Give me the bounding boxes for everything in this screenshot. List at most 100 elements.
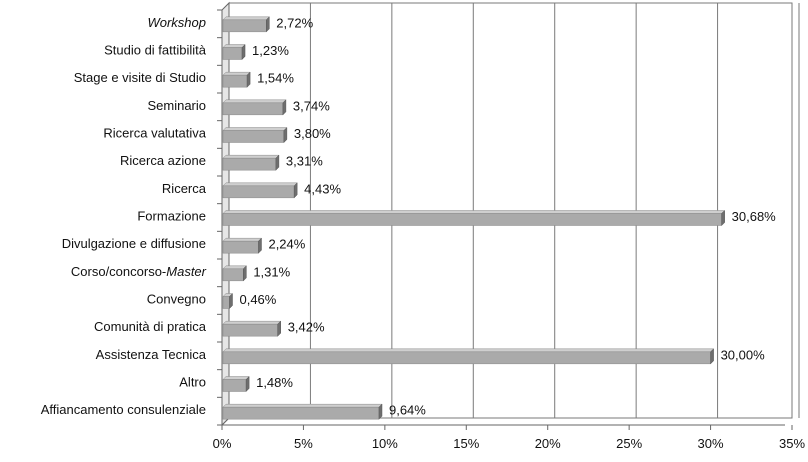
data-label: 30,68% bbox=[732, 209, 777, 224]
category-label: Altro bbox=[179, 375, 206, 390]
category-label: Workshop bbox=[147, 15, 206, 30]
x-tick-label: 5% bbox=[294, 436, 313, 451]
bar-group bbox=[222, 99, 287, 116]
x-tick-labels: 0% 5% 10% 15% 20% 25% 30% 35% bbox=[213, 436, 806, 451]
category-labels: Workshop Studio di fattibilità Stage e vis… bbox=[41, 15, 207, 417]
bar-side bbox=[277, 320, 281, 337]
category-label: Comunità di pratica bbox=[94, 320, 207, 335]
bar bbox=[222, 74, 248, 88]
data-labels: 2,72% 1,23% 1,54% 3,74% 3,80% 3,31% 4,43% 30,68… bbox=[239, 15, 776, 417]
data-label: 1,48% bbox=[256, 375, 293, 390]
category-label: Divulgazione e diffusione bbox=[62, 237, 206, 252]
bar-top bbox=[222, 376, 250, 380]
bar bbox=[222, 240, 259, 254]
bar-side bbox=[243, 265, 247, 282]
bar-group bbox=[222, 348, 715, 365]
x-tick-label: 0% bbox=[213, 436, 232, 451]
data-label: 1,54% bbox=[257, 71, 294, 86]
bar bbox=[222, 102, 284, 116]
bar bbox=[222, 351, 711, 365]
bar-group bbox=[222, 71, 251, 88]
bar-group bbox=[222, 403, 383, 420]
data-label: 9,64% bbox=[389, 403, 426, 418]
bar-side bbox=[282, 99, 287, 116]
data-label: 2,72% bbox=[276, 15, 313, 30]
category-label: Ricerca valutativa bbox=[103, 126, 206, 141]
data-label: 3,80% bbox=[294, 126, 331, 141]
bars bbox=[222, 16, 726, 420]
bar bbox=[222, 213, 722, 226]
bar-top bbox=[222, 127, 288, 131]
data-label: 30,00% bbox=[721, 347, 766, 362]
x-tick-label: 25% bbox=[616, 436, 642, 451]
bar-group bbox=[222, 320, 282, 337]
bar-side bbox=[241, 43, 246, 61]
bar-side bbox=[283, 126, 288, 144]
category-label: Ricerca bbox=[162, 181, 207, 196]
bar bbox=[222, 268, 244, 282]
category-label: Corso/concorso-Master bbox=[71, 264, 207, 279]
data-label: 3,31% bbox=[286, 154, 323, 169]
bar-top bbox=[222, 71, 251, 76]
data-label: 4,43% bbox=[304, 181, 341, 196]
x-tick-label: 30% bbox=[698, 436, 724, 451]
bar-top bbox=[222, 182, 298, 187]
bar bbox=[222, 130, 285, 143]
category-label: Formazione bbox=[137, 209, 206, 224]
data-label: 1,23% bbox=[252, 43, 289, 58]
bar-top bbox=[222, 154, 280, 159]
category-label: Stage e visite di Studio bbox=[74, 71, 206, 86]
x-tick-label: 35% bbox=[779, 436, 805, 451]
bar-group bbox=[222, 126, 288, 144]
bar-top bbox=[222, 237, 263, 242]
bar-side bbox=[710, 348, 714, 365]
bar-top bbox=[222, 44, 246, 48]
bar-side bbox=[266, 16, 270, 33]
bar-side bbox=[293, 182, 298, 199]
bar-group bbox=[222, 16, 270, 33]
bar-group bbox=[222, 182, 298, 199]
bar-side bbox=[246, 71, 251, 88]
bar bbox=[222, 323, 278, 337]
data-label: 0,46% bbox=[239, 292, 276, 307]
bar-top bbox=[222, 403, 383, 408]
x-tick-label: 20% bbox=[535, 436, 561, 451]
bar bbox=[222, 379, 247, 392]
bar-side bbox=[378, 403, 383, 420]
bar bbox=[222, 157, 277, 171]
data-label: 1,31% bbox=[253, 264, 290, 279]
bar-side bbox=[275, 154, 280, 171]
x-tick-label: 10% bbox=[372, 436, 398, 451]
bar-side bbox=[245, 375, 250, 393]
bar bbox=[222, 19, 267, 33]
data-label: 3,42% bbox=[288, 320, 325, 335]
bar-top bbox=[222, 16, 270, 21]
bar bbox=[222, 406, 380, 420]
category-label: Studio di fattibilità bbox=[104, 43, 207, 58]
bar bbox=[222, 47, 243, 60]
bar-side bbox=[721, 209, 725, 227]
bar-top bbox=[222, 99, 287, 104]
bar-group bbox=[222, 265, 247, 282]
bar-top bbox=[222, 265, 247, 270]
bar bbox=[222, 296, 230, 309]
x-tick-label: 15% bbox=[453, 436, 479, 451]
category-label: Affiancamento consulenziale bbox=[41, 403, 206, 418]
bar-group bbox=[222, 209, 726, 227]
bar-group bbox=[222, 237, 263, 254]
bar-side bbox=[258, 237, 262, 254]
category-label: Seminario bbox=[147, 98, 206, 113]
bar-group bbox=[222, 375, 250, 393]
bar-side bbox=[229, 292, 233, 310]
bar-group bbox=[222, 43, 246, 61]
bar-top bbox=[222, 210, 726, 214]
data-label: 3,74% bbox=[293, 98, 330, 113]
bar-group bbox=[222, 154, 280, 171]
bar bbox=[222, 185, 295, 199]
category-label: Convegno bbox=[147, 292, 206, 307]
bar-group bbox=[222, 292, 234, 310]
bar-top bbox=[222, 320, 282, 325]
bar-top bbox=[222, 348, 715, 353]
